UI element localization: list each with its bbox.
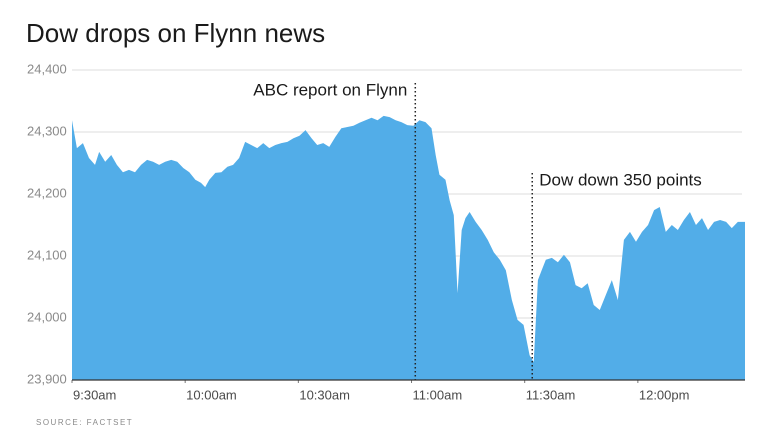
x-tick-label: 9:30am [73,387,116,402]
y-tick-label: 24,400 [27,61,67,76]
x-tick-label: 11:30am [526,387,576,402]
x-tick-label: 12:00pm [639,387,690,402]
y-tick-label: 23,900 [27,371,67,386]
y-tick-label: 24,100 [27,247,67,262]
x-tick-label: 10:30am [299,387,350,402]
y-tick-label: 24,200 [27,185,67,200]
y-tick-label: 24,000 [27,309,67,324]
x-tick-label: 10:00am [186,387,237,402]
chart-title: Dow drops on Flynn news [26,18,325,48]
y-tick-label: 24,300 [27,123,67,138]
x-tick-label: 11:00am [413,387,463,402]
axes: 23,900 24,000 24,100 24,200 24,300 24,400 9:30… [27,61,745,402]
area [72,115,745,380]
annotation-label: ABC report on Flynn [253,80,407,99]
source-note: SOURCE: FACTSET [36,418,133,427]
annotation-label: Dow down 350 points [539,170,702,189]
plot-area [72,115,745,380]
annotations: ABC report on Flynn Dow down 350 points [253,80,702,380]
